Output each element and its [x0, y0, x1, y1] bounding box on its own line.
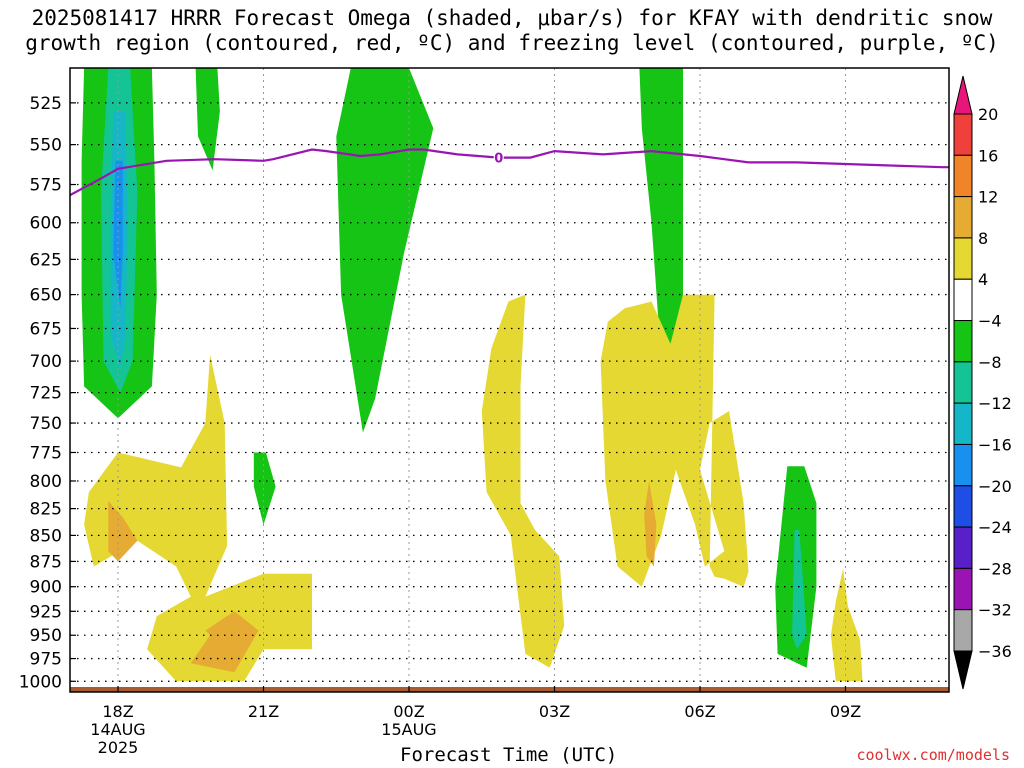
omega-region--8 — [195, 68, 220, 171]
y-tick-label: 600 — [30, 214, 62, 234]
y-tick-label: 1000 — [19, 672, 62, 692]
colorbar-segment — [953, 320, 973, 363]
chart-title: 2025081417 HRRR Forecast Omega (shaded, … — [0, 6, 1024, 56]
y-tick-label: 750 — [30, 414, 62, 434]
x-tick-label: 09Z — [830, 702, 861, 721]
x-tick-year: 2025 — [98, 738, 139, 757]
omega-region--8 — [336, 68, 434, 433]
colorbar-segment — [953, 567, 973, 611]
y-tick-label: 675 — [30, 319, 62, 339]
y-tick-label: 625 — [30, 250, 62, 270]
colorbar: 20 16 12 8 4 −4 −8 −12 −16 −20 −24 −28 −32 −36 — [953, 75, 1012, 690]
colorbar-top-arrow — [953, 75, 973, 115]
x-tick-date: 14AUG — [90, 720, 145, 739]
freezing-level-contour: 0 — [70, 148, 949, 197]
x-tick-date: 15AUG — [381, 720, 436, 739]
colorbar-segment — [953, 485, 973, 528]
colorbar-segment — [953, 113, 973, 156]
omega-region-8 — [108, 501, 138, 562]
y-tick-label: 875 — [30, 552, 62, 572]
freezing-level-label: 0 — [494, 152, 503, 167]
colorbar-tick-label: −28 — [978, 559, 1012, 578]
colorbar-segment — [953, 609, 973, 652]
omega-region-4 — [481, 294, 565, 668]
chart-title-line2: growth region (contoured, red, ºC) and f… — [25, 31, 999, 55]
y-tick-label: 525 — [30, 94, 62, 114]
colorbar-tick-label: 8 — [978, 229, 988, 248]
omega-region-8 — [644, 481, 657, 567]
plot-border — [69, 67, 950, 693]
x-tick-label: 06Z — [684, 702, 715, 721]
colorbar-tick-label: 16 — [978, 146, 998, 165]
colorbar-segment — [953, 237, 973, 280]
y-tick-label: 950 — [30, 626, 62, 646]
colorbar-tick-label: −32 — [978, 601, 1012, 620]
y-tick-label: 575 — [30, 176, 62, 196]
y-tick-label: 850 — [30, 526, 62, 546]
y-tick-label: 700 — [30, 352, 62, 372]
x-tick-label: 21Z — [248, 702, 279, 721]
colorbar-tick-label: −16 — [978, 435, 1012, 454]
plot-frame — [69, 67, 950, 693]
omega-region-4 — [84, 354, 312, 682]
colorbar-tick-label: 4 — [978, 270, 988, 289]
y-tick-label: 550 — [30, 136, 62, 156]
y-tick-label: 725 — [30, 384, 62, 404]
colorbar-tick-label: −8 — [978, 353, 1002, 372]
y-tick-label: 800 — [30, 472, 62, 492]
freezing-level-line — [70, 148, 949, 197]
colorbar-segment — [953, 361, 973, 404]
omega-region--12 — [792, 530, 807, 650]
y-tick-label: 775 — [30, 443, 62, 463]
colorbar-segment — [953, 443, 973, 487]
x-tick-label: 00Z — [393, 702, 424, 721]
colorbar-tick-label: −24 — [978, 518, 1012, 537]
freezing-level-label-bg — [493, 149, 504, 166]
grid-lines — [70, 68, 949, 692]
omega-region-8 — [190, 611, 259, 673]
x-axis-label: Forecast Time (UTC) — [400, 744, 618, 766]
x-tick-label: 18Z — [102, 702, 133, 721]
colorbar-bottom-arrow — [953, 650, 973, 690]
colorbar-tick-label: −36 — [978, 642, 1012, 661]
omega-region-4 — [666, 294, 749, 587]
chart-title-line1: 2025081417 HRRR Forecast Omega (shaded, … — [31, 6, 993, 30]
y-tick-label: 975 — [30, 650, 62, 670]
colorbar-tick-label: −20 — [978, 477, 1012, 496]
colorbar-tick-label: 20 — [978, 105, 998, 124]
colorbar-tick-label: −4 — [978, 312, 1002, 331]
y-tick-label: 650 — [30, 286, 62, 306]
omega-shading — [81, 68, 863, 682]
colorbar-tick-label: 12 — [978, 188, 998, 207]
colorbar-segment — [953, 526, 973, 569]
y-tick-label: 900 — [30, 578, 62, 598]
colorbar-segment — [953, 278, 973, 322]
omega-region-4 — [830, 568, 863, 682]
x-tick-label: 03Z — [539, 702, 570, 721]
colorbar-segment — [953, 196, 973, 239]
colorbar-segment — [953, 154, 973, 198]
colorbar-segment — [953, 402, 973, 445]
omega-region--8 — [253, 452, 276, 525]
colorbar-tick-label: −12 — [978, 394, 1012, 413]
credit-text: coolwx.com/models — [856, 746, 1010, 764]
y-tick-label: 925 — [30, 602, 62, 622]
surface-band — [70, 687, 949, 692]
y-axis: 525 550 575 600 625 650 675 700 725 750 775 800 825 8… — [19, 94, 76, 692]
omega-region--16 — [113, 160, 123, 309]
y-tick-label: 825 — [30, 500, 62, 520]
omega-region-4 — [600, 301, 679, 587]
